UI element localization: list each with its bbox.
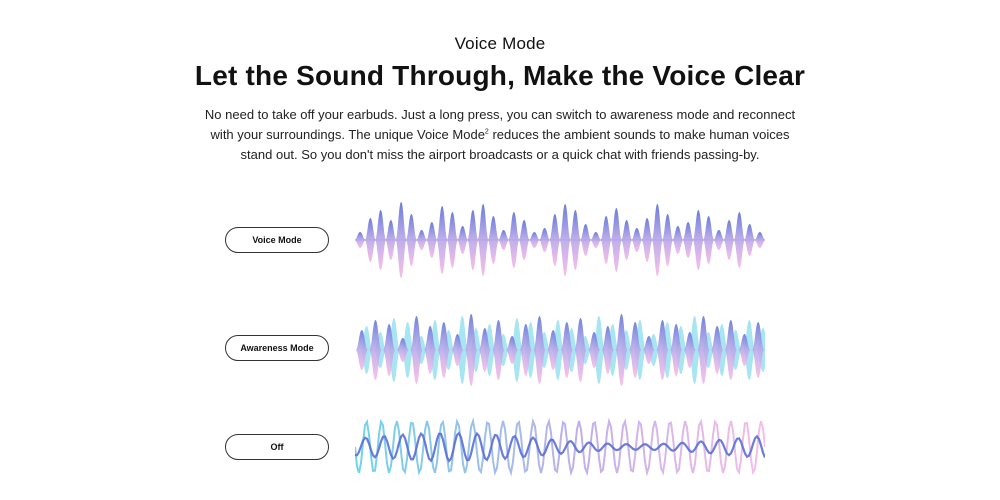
awareness-wave-voice — [656, 320, 669, 380]
awareness-wave-voice — [478, 328, 491, 372]
voice-wave-lobe — [456, 226, 469, 254]
voice-wave-lobe — [620, 220, 633, 260]
voice-wave-lobe — [374, 210, 387, 270]
awareness-wave-voice — [410, 316, 423, 384]
voice-wave-lobe — [364, 218, 377, 262]
awareness-wave-voice — [396, 338, 409, 362]
awareness-wave-voice — [670, 324, 683, 376]
voice-wave-lobe — [590, 232, 602, 248]
awareness-wave-voice — [601, 326, 614, 374]
voice-wave-lobe — [733, 212, 746, 268]
footnote-marker: 2 — [484, 128, 489, 136]
off-mode-waveform — [355, 417, 765, 477]
awareness-wave-voice — [615, 314, 628, 386]
voice-wave-lobe — [631, 228, 643, 252]
awareness-wave-voice — [465, 314, 478, 386]
voice-wave-lobe — [395, 202, 407, 278]
voice-wave-lobe — [743, 224, 756, 256]
awareness-wave-voice — [355, 330, 368, 370]
awareness-wave-voice — [424, 326, 437, 374]
voice-wave-lobe — [446, 212, 459, 268]
voice-mode-button[interactable]: Voice Mode — [225, 227, 329, 253]
awareness-wave-voice — [724, 320, 737, 380]
voice-wave-lobe — [702, 216, 715, 264]
voice-wave-lobe — [497, 230, 510, 250]
voice-wave-lobe — [518, 220, 530, 260]
awareness-wave-voice — [711, 326, 724, 374]
awareness-wave-voice — [506, 336, 519, 364]
section-eyebrow: Voice Mode — [454, 34, 546, 53]
awareness-wave-voice — [492, 320, 505, 380]
voice-mode-waveform — [355, 202, 765, 278]
section-description: No need to take off your earbuds. Just a… — [195, 105, 805, 165]
voice-wave-lobe — [549, 214, 561, 266]
voice-wave-lobe — [641, 218, 653, 262]
voice-wave-lobe — [538, 228, 551, 252]
awareness-wave-voice — [697, 316, 710, 384]
awareness-wave-voice — [383, 324, 396, 376]
awareness-mode-waveform — [355, 314, 765, 386]
voice-wave-lobe — [508, 212, 520, 268]
voice-wave-lobe — [487, 216, 500, 264]
awareness-wave-voice — [683, 332, 696, 368]
voice-wave-lobe — [528, 232, 541, 248]
awareness-wave-voice — [588, 332, 601, 368]
description-text-1: No need to take off your earbuds. Just a… — [204, 107, 796, 142]
voice-wave-lobe — [355, 232, 366, 248]
voice-wave-lobe — [405, 214, 418, 266]
voice-wave-lobe — [436, 206, 448, 274]
awareness-wave-voice — [437, 322, 450, 378]
voice-wave-lobe — [682, 222, 694, 258]
voice-wave-lobe — [385, 220, 397, 260]
voice-wave-lobe — [579, 224, 592, 256]
voice-wave-lobe — [754, 232, 765, 248]
section-title: Let the Sound Through, Make the Voice Cl… — [194, 60, 806, 91]
voice-wave-lobe — [426, 222, 438, 258]
awareness-wave-voice — [547, 330, 560, 370]
voice-wave-lobe — [651, 204, 664, 276]
voice-wave-lobe — [692, 210, 705, 270]
awareness-mode-button[interactable]: Awareness Mode — [225, 335, 329, 361]
voice-wave-lobe — [600, 216, 612, 264]
off-mode-button[interactable]: Off — [225, 434, 329, 460]
voice-wave-lobe — [713, 230, 725, 250]
voice-wave-lobe — [661, 214, 674, 266]
awareness-wave-voice — [642, 336, 655, 364]
awareness-wave-voice — [519, 324, 532, 376]
awareness-wave-voice — [533, 316, 546, 384]
voice-wave-lobe — [672, 226, 684, 254]
voice-wave-lobe — [467, 210, 479, 270]
voice-wave-lobe — [723, 220, 735, 260]
voice-wave-lobe — [610, 208, 623, 272]
awareness-wave-voice — [574, 318, 587, 382]
voice-wave-lobe — [559, 204, 571, 276]
awareness-wave-voice — [560, 322, 573, 378]
awareness-wave-voice — [369, 320, 382, 380]
awareness-wave-voice — [451, 334, 464, 366]
awareness-wave-voice — [738, 334, 751, 366]
awareness-wave-voice — [752, 322, 765, 378]
description-text-2: reduces the ambient sounds to make human… — [240, 127, 790, 162]
voice-wave-lobe — [569, 210, 582, 270]
voice-wave-lobe — [415, 230, 428, 250]
awareness-wave-voice — [629, 322, 642, 378]
voice-wave-lobe — [477, 204, 489, 276]
off-wave-voice — [355, 431, 765, 463]
